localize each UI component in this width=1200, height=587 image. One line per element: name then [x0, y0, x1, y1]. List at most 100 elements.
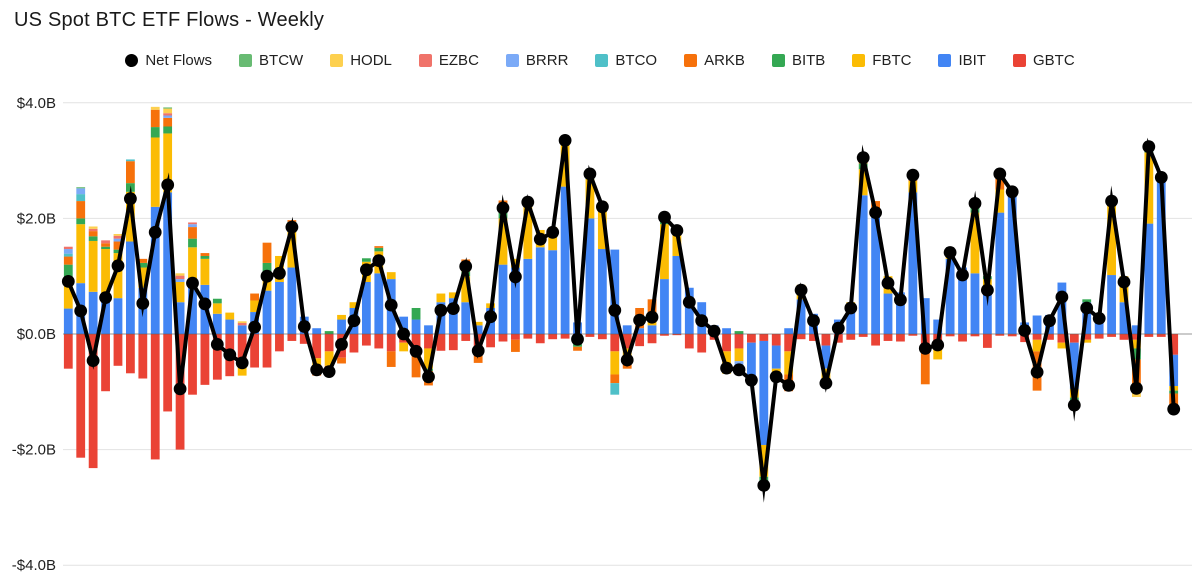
- bar-segment-ibit: [747, 342, 756, 378]
- bar-segment-ibit: [933, 319, 943, 334]
- net-flows-dot: [571, 332, 584, 346]
- bar-segment-fbtc: [63, 281, 73, 309]
- bar-segment-bitb: [188, 238, 197, 248]
- bar-segment-fbtc: [672, 232, 682, 256]
- bar-segment-bitb: [411, 307, 421, 320]
- net-flows-dot: [186, 276, 199, 290]
- net-flows-dot: [86, 354, 100, 367]
- bar-segment-gbtc: [113, 334, 123, 366]
- bar-segment-ibit: [784, 328, 794, 334]
- bar-segment-fbtc: [759, 444, 769, 477]
- bar-segment-brrr: [113, 238, 123, 242]
- bar-segment-arkb: [573, 346, 582, 351]
- bar-segment-fbtc: [324, 351, 334, 366]
- bar-segment-fbtc: [225, 312, 235, 320]
- net-flows-dot: [943, 246, 957, 259]
- bar-segment-ibit: [945, 258, 955, 334]
- net-flows-dot: [620, 353, 634, 367]
- bar-segment-ibit: [647, 325, 657, 334]
- bar-segment-arkb: [411, 348, 421, 378]
- bar-segment-arkb: [374, 246, 384, 248]
- net-flows-dot: [434, 303, 448, 317]
- net-flows-dot: [993, 167, 1007, 181]
- bar-segment-gbtc: [523, 334, 533, 339]
- bar-segment-bitb: [1082, 299, 1092, 303]
- bar-segment-fbtc: [175, 281, 185, 303]
- bar-segment-gbtc: [349, 334, 359, 353]
- net-flows-dot: [297, 320, 311, 333]
- net-flows-dot: [1080, 301, 1094, 315]
- net-flows-dot: [819, 376, 833, 390]
- bar-segment-arkb: [511, 339, 520, 352]
- bar-segment-gbtc: [635, 334, 645, 347]
- net-flows-dot: [769, 370, 783, 384]
- bar-segment-gbtc: [958, 334, 967, 342]
- net-flows-dot: [384, 298, 398, 312]
- bar-segment-gbtc: [511, 334, 520, 340]
- net-flows-dot: [360, 263, 373, 277]
- bar-segment-gbtc: [498, 334, 508, 342]
- legend-label: IBIT: [958, 52, 986, 69]
- net-flows-dot: [831, 321, 845, 335]
- bar-segment-hodl: [113, 234, 123, 236]
- net-flows-dot: [968, 197, 982, 210]
- bar-segment-ibit: [287, 267, 297, 334]
- bar-segment-gbtc: [1069, 334, 1079, 343]
- bar-segment-gbtc: [610, 334, 620, 352]
- net-flows-dot: [123, 192, 137, 206]
- legend-label: FBTC: [872, 52, 912, 69]
- bar-segment-gbtc: [63, 334, 73, 369]
- bar-segment-ibit: [163, 192, 173, 334]
- bar-segment-fbtc: [498, 218, 508, 265]
- net-flows-dot: [74, 304, 88, 318]
- bar-segment-ibit: [361, 281, 371, 334]
- bar-segment-fbtc: [511, 258, 520, 268]
- bar-segment-ibit: [672, 255, 682, 334]
- net-flows-dot: [484, 310, 497, 324]
- bar-segment-gbtc: [88, 334, 98, 469]
- bar-segment-gbtc: [1082, 334, 1092, 340]
- bar-segment-bitb: [262, 262, 272, 274]
- bar-segment-fbtc: [337, 314, 346, 320]
- legend-label: ARKB: [704, 52, 745, 69]
- bar-segment-gbtc: [361, 334, 371, 346]
- net-flows-dot: [732, 363, 746, 377]
- net-flows-dot: [645, 310, 659, 324]
- net-flows-dot: [1154, 171, 1168, 184]
- bar-segment-fbtc: [1057, 342, 1067, 349]
- bar-segment-hodl: [163, 108, 173, 114]
- bar-segment-bitb: [163, 126, 173, 134]
- bar-segment-ibit: [846, 307, 856, 334]
- bar-segment-ibit: [374, 273, 384, 334]
- legend-label: GBTC: [1032, 52, 1075, 69]
- bar-segment-ezbc: [113, 235, 123, 239]
- bar-segment-ibit: [473, 325, 483, 334]
- bar-segment-bitb: [361, 258, 371, 262]
- bar-segment-btco: [63, 253, 73, 257]
- net-flows-dot: [1092, 312, 1106, 325]
- week-column: [237, 321, 247, 376]
- net-flows-dot: [322, 365, 336, 378]
- bar-segment-gbtc: [386, 334, 396, 352]
- week-column: [262, 242, 272, 368]
- bar-segment-fbtc: [610, 351, 620, 375]
- bar-segment-arkb: [610, 374, 620, 384]
- bar-segment-gbtc: [1007, 334, 1017, 337]
- net-flows-dot: [136, 297, 150, 310]
- net-flows-dot: [310, 363, 324, 377]
- legend-label: Net Flows: [145, 52, 213, 69]
- bar-segment-gbtc: [585, 334, 595, 337]
- bar-segment-fbtc: [448, 292, 458, 299]
- bar-segment-gbtc: [784, 334, 794, 352]
- net-flows-dot: [471, 344, 485, 358]
- bar-segment-fbtc: [734, 348, 744, 362]
- bar-segment-bitb: [138, 262, 148, 268]
- bar-segment-gbtc: [262, 334, 272, 368]
- bar-segment-ibit: [212, 313, 222, 334]
- bar-segment-fbtc: [163, 133, 173, 193]
- bar-segment-arkb: [63, 256, 73, 265]
- bar-segment-ibit: [312, 328, 322, 334]
- bar-segment-fbtc: [200, 258, 210, 285]
- net-flows-dot: [918, 342, 932, 355]
